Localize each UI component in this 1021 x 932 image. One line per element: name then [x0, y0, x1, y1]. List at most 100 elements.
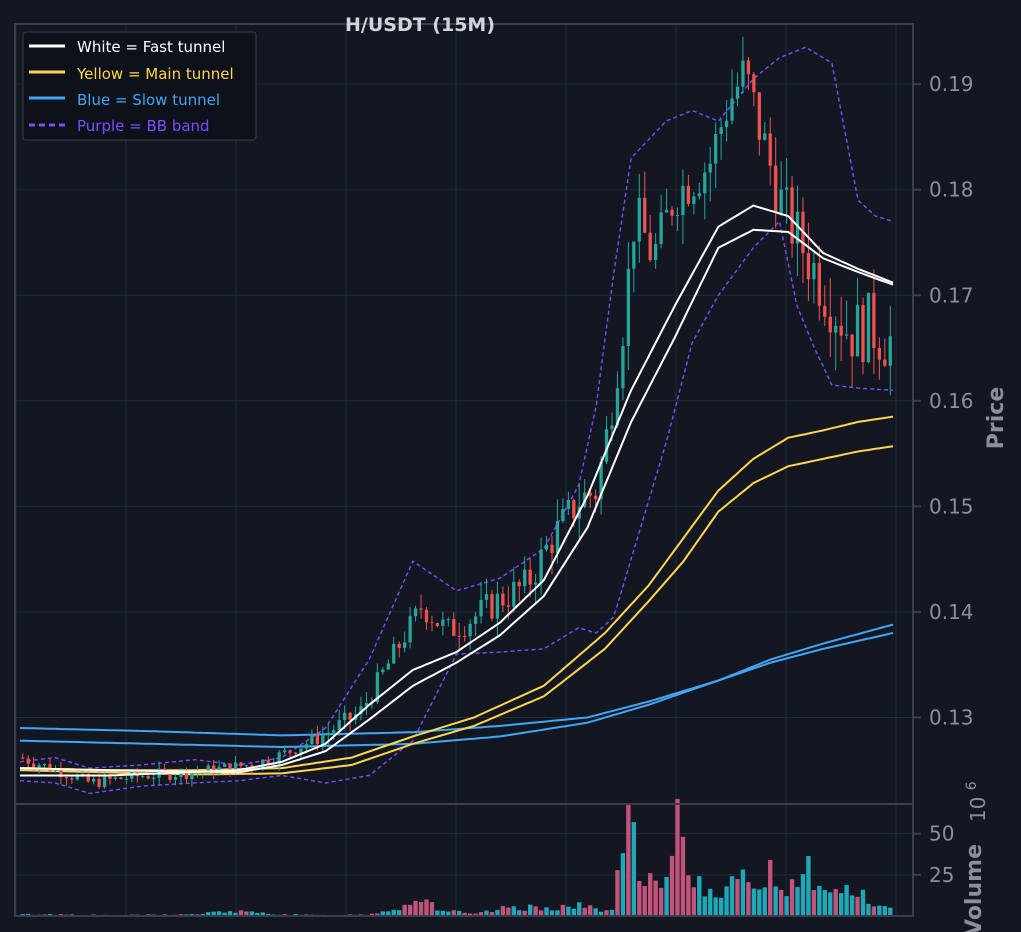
volume-bar [457, 910, 462, 916]
volume-bar [560, 904, 566, 916]
volume-bar [495, 910, 500, 916]
candle-body [550, 544, 554, 553]
candle-body [877, 348, 881, 360]
candle-body [64, 777, 69, 779]
volume-bar [806, 856, 811, 916]
candle-body [823, 305, 827, 317]
volume-bar [653, 880, 658, 916]
volume-bar [227, 911, 233, 916]
volume-bar [784, 896, 789, 916]
candle-body [179, 770, 183, 778]
volume-bar [222, 912, 227, 916]
candle-body [719, 127, 723, 134]
volume-bar [566, 906, 571, 916]
candle-body [604, 429, 609, 462]
volume-bar [26, 913, 31, 916]
legend-label-bb: Purple = BB band [77, 117, 210, 135]
candle-body [615, 388, 620, 426]
candle-body [463, 636, 467, 638]
volume-bar [527, 904, 533, 916]
candle-body [59, 768, 63, 778]
candle-body [610, 425, 614, 430]
candle-body [817, 263, 821, 306]
volume-bar [260, 912, 265, 916]
volume-bar [47, 913, 53, 916]
candle-body [812, 263, 816, 280]
volume-bar [206, 912, 211, 916]
volume-bar [664, 877, 669, 916]
price-tick-label: 0.15 [929, 494, 974, 518]
candle-body [746, 60, 751, 75]
volume-bar [729, 876, 735, 916]
candle-body [850, 334, 854, 357]
volume-axis: 25 50 [913, 822, 954, 887]
candle-body [32, 763, 36, 768]
candle-body [386, 663, 390, 670]
candle-body [806, 253, 811, 280]
candle-body [108, 775, 112, 779]
candle-body [468, 623, 472, 637]
price-axis-label: Price [984, 387, 1009, 449]
candle-body [724, 120, 729, 128]
candle-body [523, 569, 527, 587]
candle-body [75, 775, 79, 780]
candle-body [441, 619, 445, 626]
candle-body [626, 268, 631, 346]
candle-body [282, 750, 287, 753]
volume-bar [844, 884, 849, 916]
candle-body [113, 777, 118, 779]
candle-body [332, 730, 336, 733]
volume-bar [255, 912, 260, 916]
volume-bar [833, 889, 838, 916]
volume-bar [511, 906, 516, 916]
price-tick-label: 0.13 [929, 705, 974, 729]
candle-body [337, 720, 341, 731]
volume-bar [800, 874, 806, 916]
candle-body [70, 778, 74, 780]
volume-bar [697, 876, 702, 916]
volume-bar [473, 913, 478, 916]
volume-bar [582, 907, 587, 916]
candle-body [872, 292, 876, 349]
volume-bar [446, 911, 451, 916]
volume-bar [577, 902, 582, 916]
candle-body [686, 185, 691, 204]
volume-grid [15, 804, 913, 916]
candle-body [834, 325, 838, 333]
volume-exponent-base: 10 [966, 797, 990, 822]
volume-exponent-power: 6 [964, 781, 980, 790]
candle-body [102, 775, 107, 787]
candle-body [446, 619, 450, 621]
volume-bar [522, 910, 527, 916]
volume-bar [216, 911, 222, 916]
candle-body [741, 60, 745, 87]
volume-bar [386, 911, 391, 916]
candle-body [512, 581, 516, 607]
price-tick-label: 0.16 [929, 389, 974, 413]
candle-body [484, 594, 489, 600]
candle-body [239, 762, 243, 767]
candle-body [473, 616, 478, 624]
volume-bar [637, 880, 642, 916]
candle-body [692, 196, 696, 204]
volume-bar [888, 907, 893, 916]
candle-body [861, 305, 865, 363]
candle-body [839, 325, 843, 336]
volume-bar [200, 913, 205, 916]
volume-bar [615, 870, 620, 916]
candle-body [184, 770, 189, 780]
candle-body [168, 771, 172, 780]
volume-bar [866, 903, 871, 916]
candle-body [561, 508, 565, 522]
volume-bar [375, 913, 380, 916]
candle-body [42, 763, 47, 766]
candle-body [506, 605, 510, 607]
candle-body [364, 702, 369, 707]
volume-bar [735, 879, 740, 916]
volume-bar [244, 911, 249, 916]
price-grid [15, 24, 913, 804]
candle-body [675, 215, 680, 217]
candle-body [790, 187, 794, 244]
candle-body [572, 500, 576, 519]
